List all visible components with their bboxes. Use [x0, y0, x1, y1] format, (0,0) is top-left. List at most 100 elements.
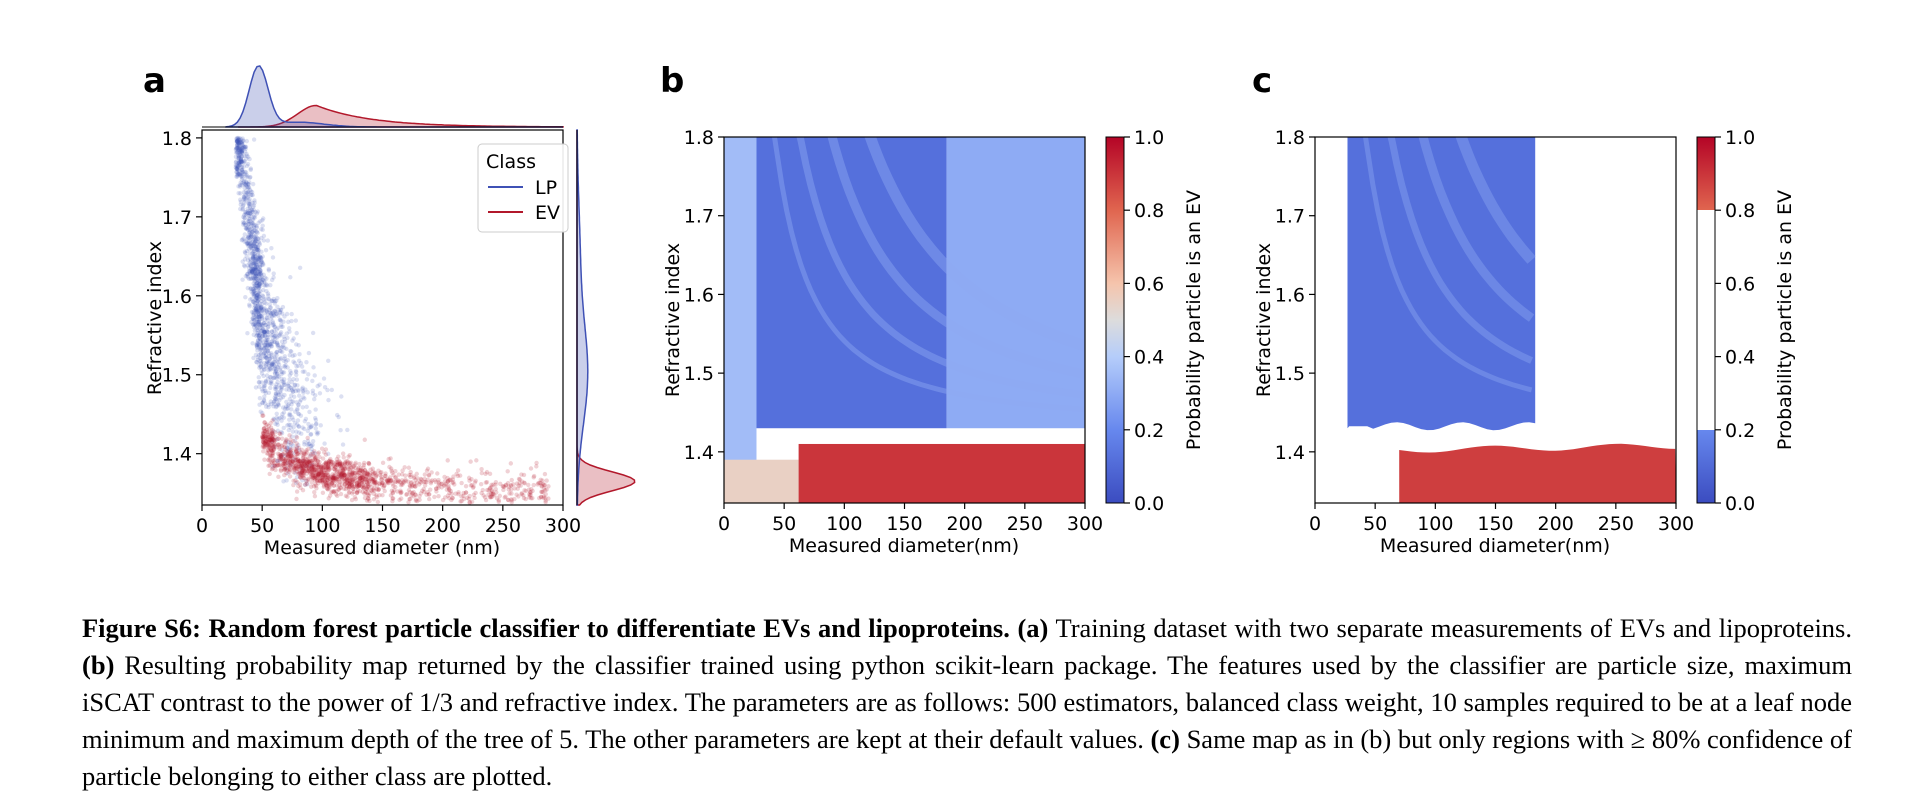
ev-point — [353, 496, 359, 502]
y-tick-label: 1.7 — [1275, 206, 1305, 228]
lp-point — [312, 396, 317, 402]
lp-point — [280, 370, 285, 375]
lp-point — [233, 146, 239, 152]
lp-point — [267, 310, 273, 315]
lp-point — [250, 291, 255, 296]
ev-point — [365, 496, 371, 501]
lp-point — [242, 198, 248, 203]
lp-point — [314, 430, 319, 435]
lp-point — [258, 268, 263, 273]
lp-point — [290, 399, 296, 404]
lp-point — [259, 387, 265, 392]
lp-point — [295, 387, 301, 393]
lp-point — [239, 148, 244, 153]
lp-point — [245, 181, 250, 186]
ev-point — [347, 472, 352, 477]
lp-point — [282, 377, 287, 382]
lp-point — [285, 423, 290, 428]
lp-point — [274, 371, 280, 376]
lp-point — [239, 145, 245, 150]
x-tick-label: 100 — [1417, 513, 1453, 535]
lp-point — [272, 356, 278, 361]
ev-point — [434, 486, 439, 491]
x-tick-label: 250 — [485, 515, 521, 537]
lp-point — [241, 202, 246, 208]
lp-point — [315, 383, 320, 389]
ev-point — [315, 471, 321, 476]
lp-point — [270, 363, 275, 368]
ev-point — [303, 456, 308, 462]
lp-point — [257, 268, 263, 273]
lp-point — [263, 283, 268, 288]
lp-point — [243, 250, 248, 256]
lp-point — [261, 287, 266, 293]
ev-point — [323, 473, 328, 478]
lp-point — [248, 263, 254, 268]
lp-point — [248, 268, 253, 274]
lp-point — [242, 239, 247, 244]
lp-point — [247, 304, 252, 309]
ev-point — [467, 493, 472, 499]
lp-point — [308, 425, 313, 430]
lp-point — [256, 248, 262, 253]
lp-point — [257, 283, 262, 288]
lp-point — [291, 359, 296, 364]
lp-point — [265, 349, 270, 354]
lp-point — [295, 418, 301, 423]
lp-point — [252, 284, 257, 289]
lp-point — [302, 369, 307, 374]
lp-point — [270, 338, 275, 344]
ev-point — [542, 471, 548, 477]
lp-point — [276, 333, 282, 339]
ev-point — [379, 477, 384, 482]
lp-point — [251, 223, 256, 229]
lp-point — [242, 222, 248, 228]
ev-point — [272, 463, 277, 468]
lp-point — [251, 322, 256, 327]
ev-point — [306, 460, 312, 465]
lp-point — [271, 417, 277, 422]
lp-point — [257, 297, 262, 302]
lp-point — [261, 385, 267, 390]
lp-point — [265, 359, 270, 365]
ev-point — [298, 485, 303, 491]
lp-point — [267, 302, 272, 307]
lp-point — [236, 156, 241, 161]
lp-point — [286, 402, 292, 407]
ev-point — [405, 479, 411, 484]
lp-point — [238, 152, 243, 158]
lp-point — [313, 407, 318, 412]
lp-point — [284, 445, 289, 451]
lp-point — [294, 372, 299, 378]
lp-point — [273, 421, 278, 427]
ev-point — [366, 461, 372, 467]
lp-point — [253, 306, 259, 312]
x-tick-label: 0 — [196, 515, 208, 537]
lp-point — [301, 390, 306, 395]
lp-point — [234, 166, 239, 171]
lp-point — [251, 317, 257, 323]
lp-point — [287, 411, 292, 417]
lp-point — [317, 391, 323, 396]
ev-point — [305, 435, 310, 441]
lp-point — [255, 331, 261, 336]
ev-point — [393, 484, 398, 490]
lp-point — [294, 342, 299, 347]
lp-point — [257, 255, 262, 261]
lp-point — [250, 216, 255, 222]
lp-point — [264, 288, 269, 294]
lp-point — [310, 442, 315, 448]
lp-point — [261, 330, 267, 335]
lp-point — [246, 246, 252, 252]
ev-point — [534, 464, 539, 469]
lp-point — [262, 333, 268, 338]
lp-point — [282, 453, 288, 459]
ev-point — [271, 441, 276, 446]
lp-point — [262, 300, 267, 305]
lp-point — [242, 169, 248, 175]
lp-point — [246, 276, 252, 282]
lp-point — [280, 311, 285, 316]
ev-point — [380, 460, 386, 466]
ev-point — [366, 479, 371, 484]
ev-point — [326, 496, 331, 501]
